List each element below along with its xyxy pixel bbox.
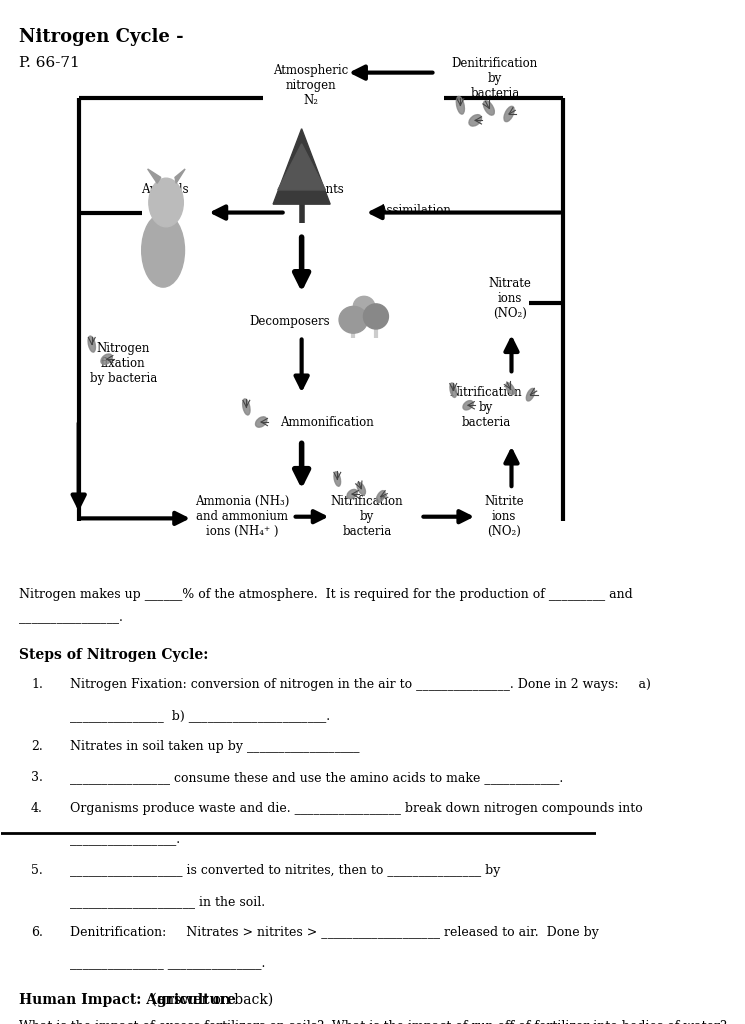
Text: 2.: 2. — [31, 740, 43, 754]
Ellipse shape — [484, 100, 495, 115]
Ellipse shape — [450, 383, 457, 397]
Text: __________________ is converted to nitrites, then to _______________ by: __________________ is converted to nitri… — [70, 864, 500, 878]
Text: Denitrification
by
bacteria: Denitrification by bacteria — [451, 57, 538, 100]
Text: Nitrification
by
bacteria: Nitrification by bacteria — [450, 386, 522, 429]
Ellipse shape — [353, 296, 375, 316]
Text: Ammonia (NH₃)
and ammonium
ions (NH₄⁺ ): Ammonia (NH₃) and ammonium ions (NH₄⁺ ) — [195, 496, 289, 539]
Text: Nitrogen
fixation
by bacteria: Nitrogen fixation by bacteria — [89, 342, 157, 385]
Ellipse shape — [526, 388, 535, 401]
Ellipse shape — [376, 490, 385, 503]
Text: Nitrification
by
bacteria: Nitrification by bacteria — [331, 496, 403, 539]
Ellipse shape — [101, 354, 112, 365]
Ellipse shape — [506, 383, 515, 394]
Text: ________________.: ________________. — [19, 611, 123, 625]
Text: 4.: 4. — [31, 803, 43, 815]
Text: Nitrogen makes up ______% of the atmosphere.  It is required for the production : Nitrogen makes up ______% of the atmosph… — [19, 588, 633, 601]
Text: _________________.: _________________. — [70, 834, 180, 847]
Ellipse shape — [142, 213, 185, 287]
Text: _______________  b) ______________________.: _______________ b) _____________________… — [70, 710, 330, 722]
Ellipse shape — [364, 304, 388, 329]
Text: Nitrogen Fixation: conversion of nitrogen in the air to _______________. Done in: Nitrogen Fixation: conversion of nitroge… — [70, 679, 650, 691]
Ellipse shape — [243, 399, 250, 415]
Text: Atmospheric
nitrogen
N₂: Atmospheric nitrogen N₂ — [273, 63, 348, 106]
Text: Nitrate
ions
(NO₂): Nitrate ions (NO₂) — [488, 278, 531, 321]
Text: Nitrates in soil taken up by __________________: Nitrates in soil taken up by ___________… — [70, 740, 359, 754]
Text: ____________________ in the soil.: ____________________ in the soil. — [70, 895, 265, 908]
Ellipse shape — [347, 489, 358, 499]
Ellipse shape — [504, 106, 514, 122]
Ellipse shape — [334, 472, 340, 486]
Text: Animals: Animals — [141, 183, 188, 197]
Text: Organisms produce waste and die. _________________ break down nitrogen compounds: Organisms produce waste and die. _______… — [70, 803, 642, 815]
Polygon shape — [175, 169, 185, 183]
Text: ________________ consume these and use the amino acids to make ____________.: ________________ consume these and use t… — [70, 771, 563, 784]
Text: Denitrification:     Nitrates > nitrites > ___________________ released to air. : Denitrification: Nitrates > nitrites > _… — [70, 927, 599, 939]
Text: 5.: 5. — [31, 864, 43, 878]
Text: Ammonification: Ammonification — [280, 416, 374, 428]
Ellipse shape — [357, 482, 366, 495]
Text: Steps of Nitrogen Cycle:: Steps of Nitrogen Cycle: — [19, 648, 209, 663]
Text: Human Impact: Agriculture: Human Impact: Agriculture — [19, 992, 236, 1007]
Text: _______________ _______________.: _______________ _______________. — [70, 957, 265, 971]
Text: What is the impact of excess fertilizers on soils?  What is the impact of run of: What is the impact of excess fertilizers… — [19, 1020, 727, 1024]
Text: Nitrogen Cycle -: Nitrogen Cycle - — [19, 29, 184, 46]
Text: (answer on back): (answer on back) — [147, 992, 273, 1007]
Ellipse shape — [456, 96, 464, 114]
Ellipse shape — [339, 306, 367, 333]
Ellipse shape — [469, 115, 481, 126]
Ellipse shape — [463, 400, 473, 410]
Text: 1.: 1. — [31, 679, 43, 691]
Text: Assimilation: Assimilation — [378, 205, 451, 217]
Text: Decomposers: Decomposers — [250, 315, 330, 328]
Text: 6.: 6. — [31, 927, 43, 939]
Text: Plants: Plants — [307, 183, 343, 197]
Ellipse shape — [256, 417, 267, 427]
Text: P. 66-71: P. 66-71 — [19, 56, 80, 70]
Circle shape — [149, 178, 183, 226]
Polygon shape — [148, 169, 161, 183]
Text: 3.: 3. — [31, 771, 43, 784]
Ellipse shape — [88, 336, 95, 352]
Polygon shape — [278, 143, 326, 189]
Text: Nitrite
ions
(NO₂): Nitrite ions (NO₂) — [484, 496, 524, 539]
Polygon shape — [273, 129, 330, 204]
